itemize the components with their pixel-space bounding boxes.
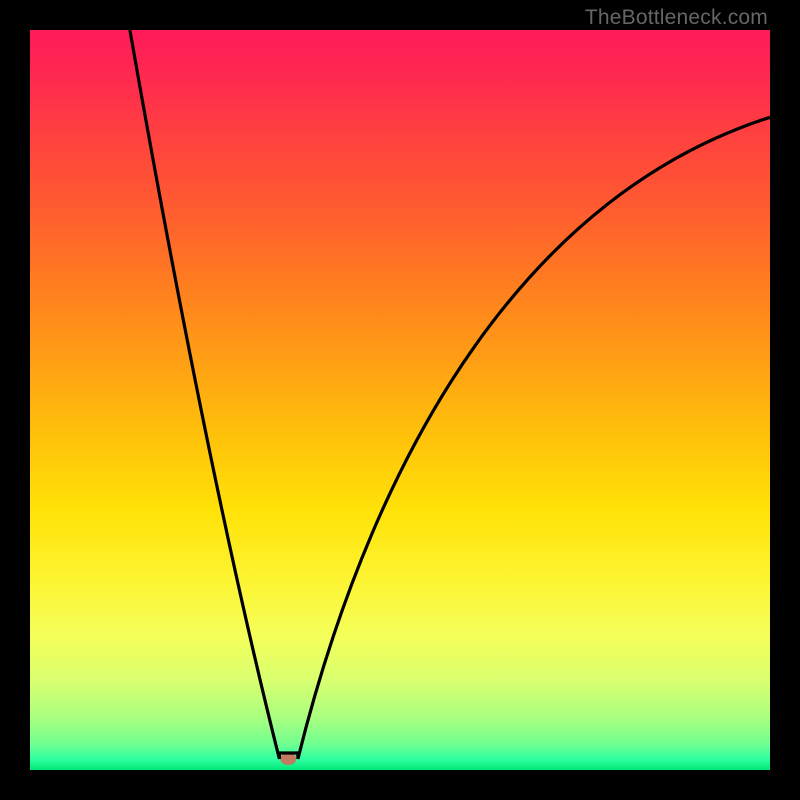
watermark-text: TheBottleneck.com xyxy=(585,6,768,30)
chart-container: TheBottleneck.com xyxy=(0,0,800,800)
plot-gradient-area xyxy=(30,30,770,770)
